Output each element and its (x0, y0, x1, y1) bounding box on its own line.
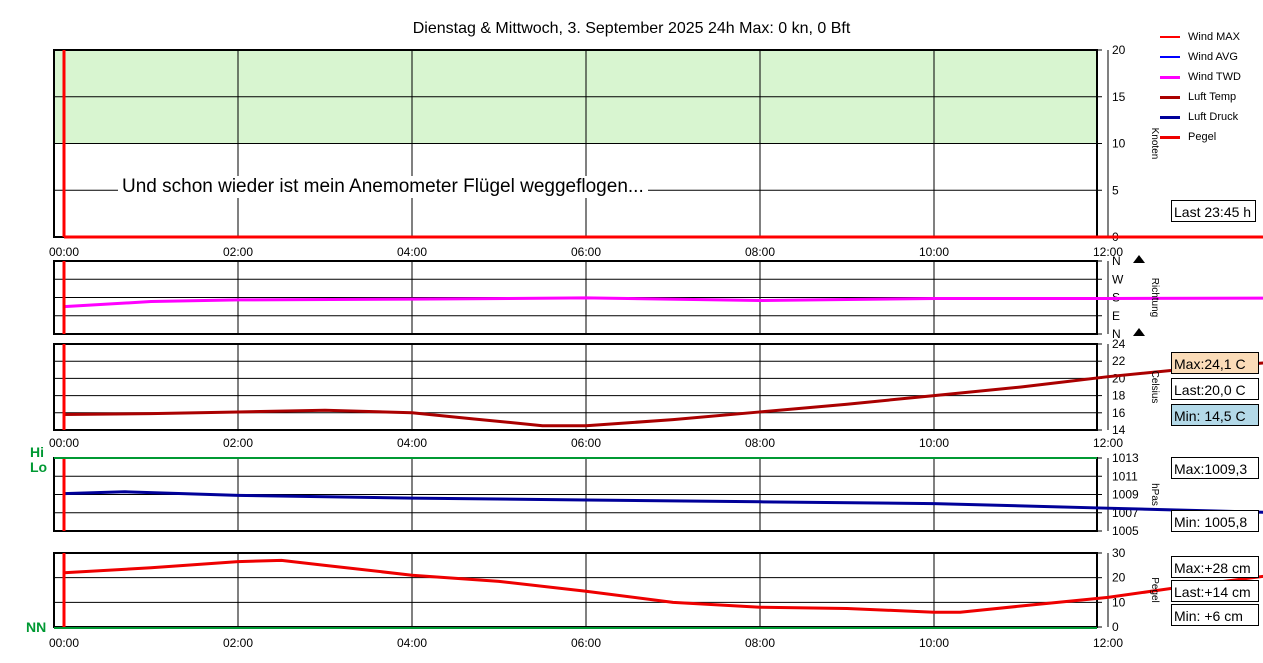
time-tick-label: 10:00 (919, 245, 949, 259)
legend-swatch (1160, 115, 1180, 119)
y-tick-label: 10 (1112, 137, 1126, 151)
y-tick-label: 10 (1112, 595, 1126, 609)
temp-max-box: Max:24,1 C (1171, 352, 1259, 374)
series-line (63, 558, 1263, 614)
y-axis-label: Richtung (1149, 278, 1160, 317)
pressure-max-box: Max:1009,3 (1171, 457, 1259, 479)
series-line (63, 361, 1263, 428)
last-wind-box: Last 23:45 h (1171, 200, 1256, 222)
legend-swatch (1160, 56, 1180, 58)
time-tick-label: 06:00 (571, 636, 601, 650)
legend-item: Pegel (1160, 127, 1241, 147)
north-triangle-icon (1133, 328, 1145, 336)
legend-item: Wind MAX (1160, 27, 1241, 47)
y-tick-label: 5 (1112, 183, 1119, 197)
legend-item: Wind TWD (1160, 67, 1241, 87)
y-tick-label: 22 (1112, 354, 1126, 368)
legend-item: Wind AVG (1160, 47, 1241, 67)
y-tick-label: 1011 (1112, 469, 1138, 483)
legend-item: Luft Temp (1160, 87, 1241, 107)
legend-label: Luft Druck (1188, 111, 1239, 123)
y-axis-label: hPas (1149, 483, 1160, 506)
y-axis-label: Celsius (1149, 371, 1160, 404)
panel-frame (53, 343, 1098, 431)
time-tick-label: 12:00 (1093, 636, 1123, 650)
y-tick-label: N (1112, 327, 1121, 341)
legend: Wind MAX Wind AVG Wind TWD Luft Temp Luf… (1160, 27, 1241, 147)
pegel-last-box: Last:+14 cm (1171, 580, 1259, 602)
time-tick-label: 04:00 (397, 436, 427, 450)
y-tick-label: 1005 (1112, 524, 1139, 538)
y-tick-label: 30 (1112, 546, 1126, 560)
legend-label: Wind AVG (1188, 51, 1238, 63)
page-title: Dienstag & Mittwoch, 3. September 2025 2… (412, 20, 851, 37)
legend-item: Luft Druck (1160, 107, 1241, 127)
y-tick-label: 15 (1112, 90, 1126, 104)
y-tick-label: 20 (1112, 43, 1126, 57)
time-tick-label: 00:00 (49, 436, 79, 450)
y-axis-label: Knoten (1149, 128, 1160, 160)
legend-swatch (1160, 75, 1180, 79)
y-tick-label: W (1112, 272, 1124, 286)
hi-label: Hi (30, 444, 44, 460)
y-axis-label: Pegel (1149, 577, 1160, 603)
pegel-min-box: Min: +6 cm (1171, 604, 1259, 626)
time-tick-label: 08:00 (745, 636, 775, 650)
time-tick-label: 06:00 (571, 436, 601, 450)
lo-label: Lo (30, 459, 48, 475)
time-tick-label: 02:00 (223, 636, 253, 650)
y-tick-label: 24 (1112, 337, 1126, 351)
y-tick-label: 1013 (1112, 451, 1139, 465)
legend-label: Luft Temp (1188, 91, 1237, 103)
legend-swatch (1160, 135, 1180, 139)
temp-last-box: Last:20,0 C (1171, 378, 1259, 400)
pressure-min-box: Min: 1005,8 (1171, 510, 1259, 532)
legend-label: Wind TWD (1188, 71, 1241, 83)
y-tick-label: 16 (1112, 406, 1126, 420)
time-tick-label: 02:00 (223, 436, 253, 450)
series-line (63, 490, 1263, 514)
series-line (63, 296, 1263, 309)
legend-label: Pegel (1188, 131, 1217, 143)
y-tick-label: E (1112, 309, 1120, 323)
temp-min-box: Min: 14,5 C (1171, 404, 1259, 426)
time-tick-label: 04:00 (397, 245, 427, 259)
legend-swatch (1160, 36, 1180, 38)
legend-label: Wind MAX (1188, 31, 1240, 43)
time-tick-label: 10:00 (919, 636, 949, 650)
time-tick-label: 12:00 (1093, 436, 1123, 450)
time-tick-label: 10:00 (919, 436, 949, 450)
y-tick-label: 18 (1112, 389, 1126, 403)
annotation-note: Und schon wieder ist mein Anemometer Flü… (118, 176, 648, 198)
legend-swatch (1160, 95, 1180, 99)
time-tick-label: 04:00 (397, 636, 427, 650)
y-tick-label: N (1112, 254, 1121, 268)
time-tick-label: 06:00 (571, 245, 601, 259)
y-tick-label: 0 (1112, 620, 1119, 634)
time-tick-label: 02:00 (223, 245, 253, 259)
y-tick-label: 1009 (1112, 488, 1139, 502)
time-tick-label: 00:00 (49, 245, 79, 259)
north-triangle-icon (1133, 255, 1145, 263)
y-tick-label: 14 (1112, 423, 1126, 437)
time-tick-label: 08:00 (745, 436, 775, 450)
pegel-max-box: Max:+28 cm (1171, 556, 1259, 578)
y-tick-label: 20 (1112, 371, 1126, 385)
time-tick-label: 12:00 (1093, 245, 1123, 259)
time-tick-label: 00:00 (49, 636, 79, 650)
y-tick-label: 20 (1112, 571, 1126, 585)
time-tick-label: 08:00 (745, 245, 775, 259)
nn-label: NN (26, 619, 47, 635)
